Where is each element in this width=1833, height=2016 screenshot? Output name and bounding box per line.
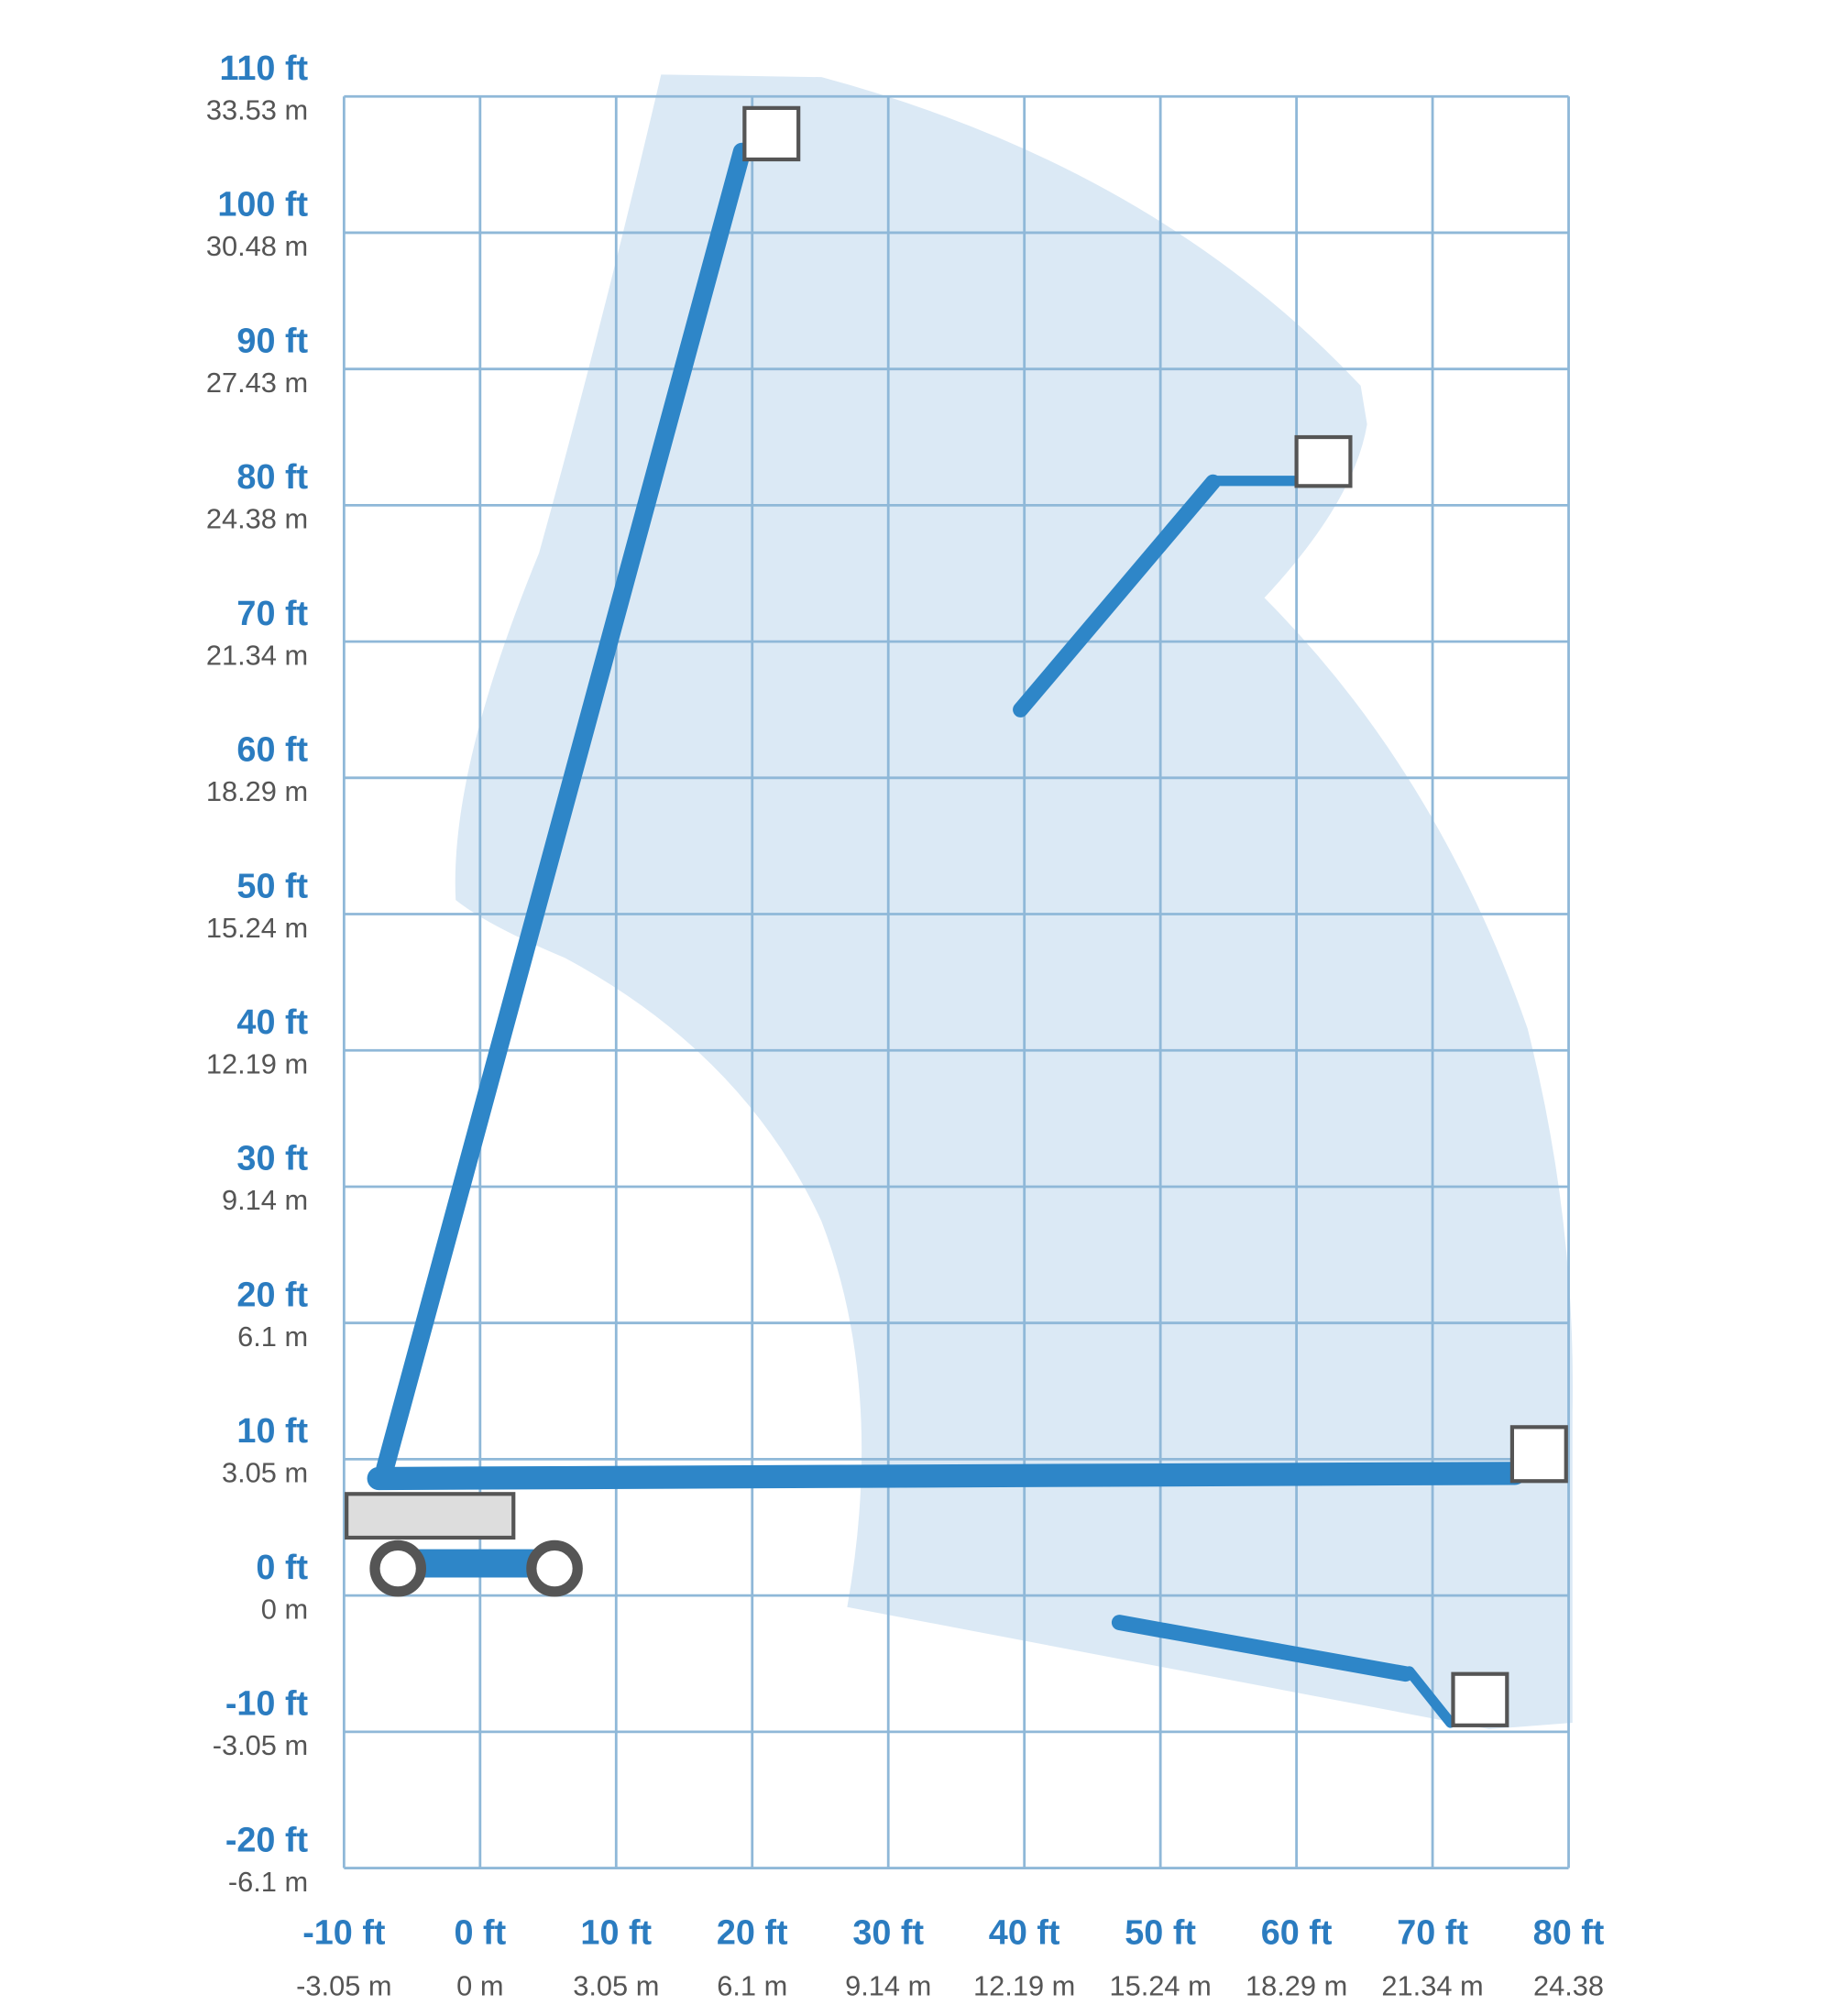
jib-low [1404, 1666, 1456, 1728]
x-label-m: 24.38 [1533, 1969, 1604, 2001]
x-label-m: 18.29 m [1246, 1969, 1347, 2001]
x-label-ft: 0 ft [454, 1913, 506, 1952]
y-label-ft: -20 ft [225, 1821, 309, 1859]
diagram-body: 110 ft 33.53 m 100 ft 30.48 m 90 ft 27.43 m 80… [206, 49, 1605, 2002]
y-label-ft: 100 ft [217, 186, 308, 225]
y-label-m: 12.19 m [206, 1047, 308, 1079]
x-label-m: 9.14 m [845, 1969, 931, 2001]
y-label-m: 33.53 m [206, 93, 308, 126]
wheel [369, 1539, 426, 1597]
x-label-ft: -10 ft [302, 1913, 386, 1952]
y-label-m: 24.38 m [206, 503, 308, 535]
y-label-m: 21.34 m [206, 639, 308, 671]
x-label-m: 12.19 m [973, 1969, 1075, 2001]
y-label-ft: 80 ft [236, 458, 308, 497]
y-label-ft: -10 ft [225, 1685, 309, 1724]
x-label-ft: 60 ft [1261, 1913, 1333, 1952]
x-label-m: 0 m [456, 1969, 503, 2001]
boom-horizontal [367, 1462, 1527, 1491]
y-label-ft: 70 ft [236, 595, 308, 633]
working-envelope [455, 74, 1574, 1730]
y-label-m: 0 m [261, 1593, 308, 1625]
x-label-ft: 10 ft [580, 1913, 652, 1952]
x-label-ft: 80 ft [1533, 1913, 1605, 1952]
y-label-ft: 30 ft [236, 1140, 308, 1178]
x-label-m: -3.05 m [296, 1969, 391, 2001]
y-label-ft: 0 ft [256, 1549, 308, 1587]
y-label-m: 15.24 m [206, 912, 308, 944]
y-label-m: 18.29 m [206, 775, 308, 807]
boom-vertical [376, 142, 752, 1478]
x-label-m: 21.34 m [1381, 1969, 1483, 2001]
x-label-ft: 50 ft [1125, 1913, 1196, 1952]
y-label-m: 3.05 m [222, 1457, 308, 1489]
y-label-m: -6.1 m [228, 1866, 308, 1898]
x-label-ft: 30 ft [852, 1913, 924, 1952]
y-label-m: 27.43 m [206, 367, 308, 399]
boom-low [1111, 1615, 1414, 1682]
y-label-m: -3.05 m [213, 1729, 308, 1761]
y-label-m: 6.1 m [237, 1320, 308, 1353]
platform [1294, 434, 1353, 488]
wheel [526, 1539, 583, 1597]
x-label-m: 3.05 m [573, 1969, 659, 2001]
y-label-ft: 10 ft [236, 1412, 308, 1451]
platform [1509, 1425, 1568, 1484]
platform [1451, 1671, 1509, 1727]
chassis [345, 1492, 516, 1540]
y-label-m: 9.14 m [222, 1184, 308, 1216]
y-label-ft: 50 ft [236, 867, 308, 905]
x-label-m: 15.24 m [1109, 1969, 1211, 2001]
y-label-ft: 110 ft [219, 49, 308, 88]
platform [742, 105, 801, 162]
x-label-ft: 70 ft [1397, 1913, 1468, 1952]
x-label-ft: 20 ft [717, 1913, 788, 1952]
y-label-ft: 90 ft [236, 322, 308, 360]
x-label-ft: 40 ft [989, 1913, 1060, 1952]
y-label-ft: 20 ft [236, 1276, 308, 1314]
y-label-ft: 40 ft [236, 1003, 308, 1042]
x-label-m: 6.1 m [717, 1969, 787, 2001]
boom-mid [1013, 474, 1221, 718]
y-label-ft: 60 ft [236, 731, 308, 770]
y-label-m: 30.48 m [206, 230, 308, 262]
